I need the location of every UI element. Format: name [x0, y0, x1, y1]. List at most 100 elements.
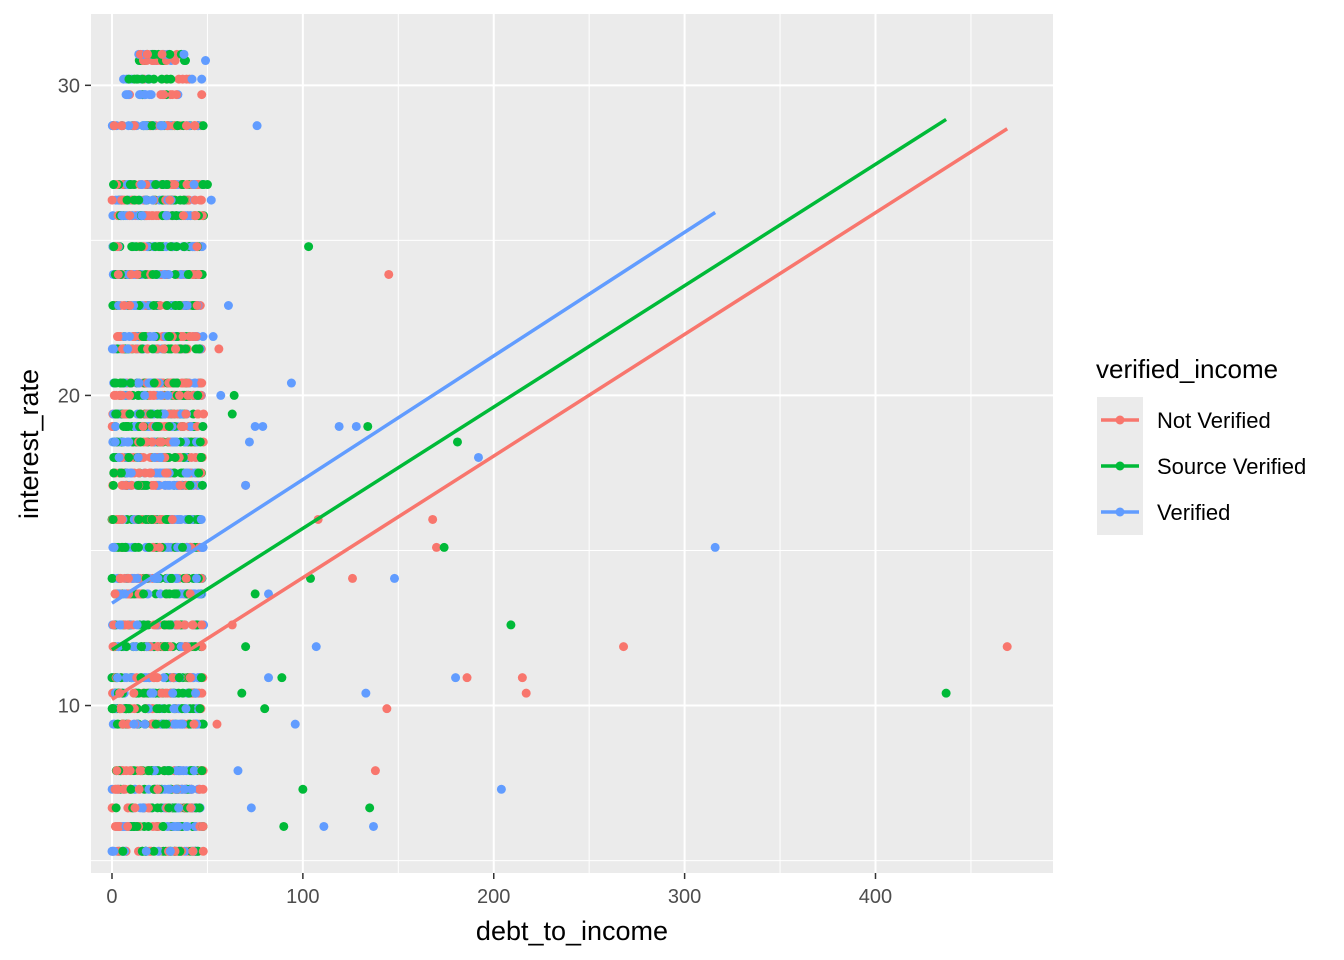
- y-tick-label: 10: [58, 696, 80, 718]
- data-point: [157, 437, 167, 447]
- data-point: [178, 332, 188, 342]
- data-point: [110, 437, 120, 447]
- data-point: [137, 642, 147, 652]
- data-point-outlier: [237, 688, 247, 698]
- data-point: [129, 688, 139, 698]
- data-point: [137, 180, 147, 190]
- data-point: [152, 704, 162, 714]
- data-point: [114, 620, 124, 630]
- data-point: [124, 74, 134, 84]
- data-point: [165, 332, 175, 342]
- data-point: [134, 195, 144, 205]
- data-point: [163, 766, 173, 776]
- y-tick-label: 30: [58, 75, 80, 97]
- data-point: [149, 332, 159, 342]
- data-point-outlier: [138, 74, 148, 84]
- data-point: [162, 468, 172, 478]
- data-point: [198, 719, 208, 729]
- data-point-outlier: [197, 90, 207, 100]
- data-point: [180, 378, 190, 388]
- data-point: [189, 180, 199, 190]
- data-point: [132, 573, 142, 583]
- data-point-outlier: [264, 673, 274, 683]
- data-point-outlier: [290, 719, 300, 729]
- data-point: [150, 242, 160, 252]
- data-point: [188, 620, 198, 630]
- data-point: [132, 620, 142, 630]
- data-point-outlier: [233, 766, 243, 776]
- data-point: [146, 90, 156, 100]
- data-point: [126, 378, 136, 388]
- data-point: [111, 803, 121, 813]
- data-point: [129, 719, 139, 729]
- data-point: [126, 468, 136, 478]
- data-point: [178, 74, 188, 84]
- data-point: [122, 620, 132, 630]
- data-point: [107, 704, 117, 714]
- data-point: [171, 437, 181, 447]
- data-point: [181, 573, 191, 583]
- data-point: [124, 332, 134, 342]
- data-point-outlier: [212, 719, 222, 729]
- data-point: [177, 542, 187, 552]
- data-point: [190, 195, 200, 205]
- data-point: [160, 642, 170, 652]
- data-point: [174, 301, 184, 311]
- data-point: [162, 211, 172, 221]
- legend-label: Source Verified: [1157, 454, 1306, 479]
- data-point: [158, 821, 168, 831]
- data-point: [108, 480, 118, 490]
- data-point: [196, 452, 206, 462]
- data-point: [184, 514, 194, 524]
- data-point: [113, 673, 123, 683]
- data-point-outlier: [250, 421, 260, 431]
- data-point: [197, 766, 207, 776]
- data-point: [169, 378, 179, 388]
- data-point: [109, 542, 119, 552]
- data-point: [117, 390, 127, 400]
- trend-line: [111, 117, 948, 652]
- data-point: [110, 589, 120, 599]
- data-point: [163, 480, 173, 490]
- data-point: [124, 437, 134, 447]
- data-point: [121, 480, 131, 490]
- data-point: [198, 121, 208, 131]
- data-point: [186, 421, 196, 431]
- data-point: [149, 74, 159, 84]
- data-point: [134, 514, 144, 524]
- data-point: [153, 784, 163, 794]
- data-point: [196, 195, 206, 205]
- data-point: [124, 121, 134, 131]
- data-point: [168, 688, 178, 698]
- data-point: [130, 542, 140, 552]
- data-point: [181, 468, 191, 478]
- data-point: [109, 378, 119, 388]
- data-point: [149, 480, 159, 490]
- data-point-outlier: [227, 409, 237, 419]
- data-point-outlier: [431, 542, 441, 552]
- data-point: [124, 452, 134, 462]
- x-tick-label: 200: [477, 886, 510, 908]
- data-point-outlier: [298, 784, 308, 794]
- data-point: [147, 437, 157, 447]
- data-point: [139, 589, 149, 599]
- data-point-outlier: [941, 688, 951, 698]
- data-point: [192, 301, 202, 311]
- data-point: [159, 673, 169, 683]
- data-point: [174, 514, 184, 524]
- data-point: [165, 195, 175, 205]
- data-point: [153, 409, 163, 419]
- data-point: [183, 390, 193, 400]
- data-point: [179, 49, 189, 59]
- data-point-outlier: [244, 437, 254, 447]
- data-point-outlier: [368, 821, 378, 831]
- data-point-outlier: [241, 642, 251, 652]
- legend-key-point: [1115, 415, 1125, 425]
- data-point: [166, 573, 176, 583]
- data-point: [165, 49, 175, 59]
- data-point: [148, 195, 158, 205]
- x-tick-label: 300: [668, 886, 701, 908]
- data-point: [165, 620, 175, 630]
- data-point-outlier: [365, 803, 375, 813]
- data-point: [107, 195, 117, 205]
